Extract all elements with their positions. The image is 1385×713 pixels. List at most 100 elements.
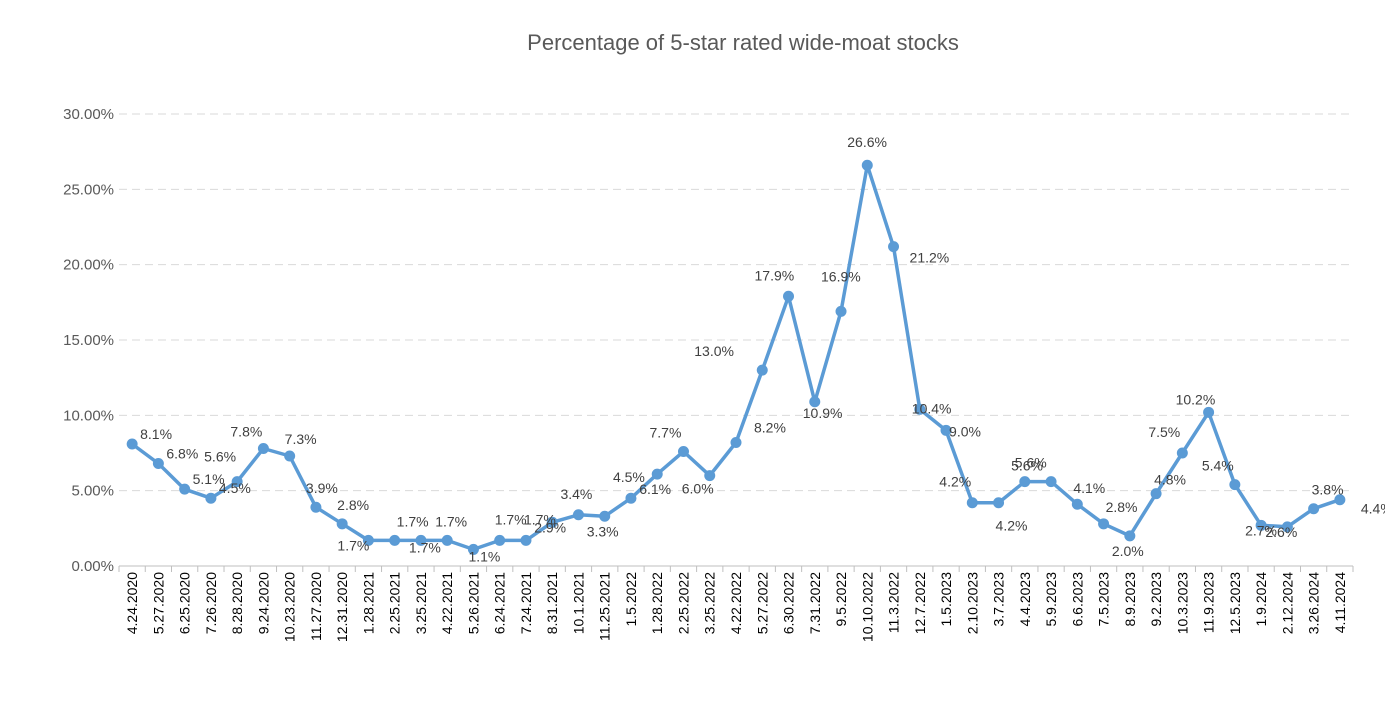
x-tick-label: 6.25.2020 <box>177 572 193 634</box>
data-point <box>783 290 795 302</box>
data-point <box>257 442 269 454</box>
x-tick-label: 5.27.2020 <box>150 572 166 634</box>
data-label: 2.0% <box>1112 543 1144 559</box>
data-label: 4.8% <box>1154 472 1186 488</box>
x-tick-label: 12.7.2022 <box>912 572 928 634</box>
x-tick-label: 6.30.2022 <box>781 572 797 634</box>
data-point <box>284 450 296 462</box>
data-label: 1.7% <box>409 539 441 555</box>
data-point <box>126 438 138 450</box>
data-point <box>152 458 164 470</box>
data-label: 6.8% <box>166 446 198 462</box>
x-tick-label: 2.12.2024 <box>1279 572 1295 634</box>
x-tick-label: 8.31.2021 <box>544 572 560 634</box>
data-label: 2.7% <box>1245 522 1277 538</box>
chart-title: Percentage of 5-star rated wide-moat sto… <box>527 30 959 55</box>
x-tick-label: 9.24.2020 <box>255 572 271 634</box>
x-tick-label: 10.3.2023 <box>1174 572 1190 634</box>
x-tick-label: 1.9.2024 <box>1253 572 1269 627</box>
data-point <box>993 497 1005 509</box>
x-tick-label: 11.3.2022 <box>886 572 902 633</box>
data-label: 7.5% <box>1148 424 1180 440</box>
y-tick-label: 30.00% <box>63 106 114 123</box>
y-tick-label: 0.00% <box>71 558 114 575</box>
data-label: 7.3% <box>285 431 317 447</box>
data-label: 8.1% <box>140 426 172 442</box>
data-label: 21.2% <box>910 250 950 266</box>
data-label: 10.2% <box>1176 391 1216 407</box>
data-point <box>1255 519 1267 531</box>
x-tick-label: 5.26.2021 <box>465 572 481 634</box>
x-tick-label: 3.26.2024 <box>1306 572 1322 634</box>
data-label: 5.1% <box>193 471 225 487</box>
data-point <box>336 518 348 530</box>
data-label: 3.8% <box>1312 482 1344 498</box>
data-point <box>1308 503 1320 515</box>
data-label: 4.2% <box>939 474 971 490</box>
data-label: 4.4% <box>1361 501 1385 517</box>
data-point <box>1045 476 1057 488</box>
data-point <box>651 468 663 480</box>
data-label: 26.6% <box>847 134 887 150</box>
x-tick-label: 10.23.2020 <box>282 572 298 642</box>
data-label: 13.0% <box>694 343 734 359</box>
data-label: 3.3% <box>587 523 619 539</box>
data-point <box>1229 479 1241 491</box>
data-point <box>415 534 427 546</box>
x-tick-label: 10.1.2021 <box>570 572 586 634</box>
data-point <box>809 396 821 408</box>
data-point <box>1150 488 1162 500</box>
data-point <box>310 501 322 513</box>
data-point <box>1019 476 1031 488</box>
x-tick-label: 1.5.2022 <box>623 572 639 627</box>
data-point <box>179 483 191 495</box>
data-label: 1.7% <box>524 511 556 527</box>
y-tick-label: 20.00% <box>63 257 114 274</box>
data-point <box>441 534 453 546</box>
data-labels: 8.1%6.8%5.1%4.5%5.6%7.8% 7.3%3.9%2.8%1.7%… <box>140 134 1385 564</box>
data-point <box>231 476 243 488</box>
data-label: 4.1% <box>1073 480 1105 496</box>
data-point <box>494 534 506 546</box>
data-point <box>730 436 742 448</box>
data-point <box>1124 530 1136 542</box>
x-tick-label: 8.9.2023 <box>1122 572 1138 627</box>
data-point <box>914 403 926 415</box>
x-tick-label: 12.5.2023 <box>1227 572 1243 634</box>
x-tick-label: 1.28.2022 <box>649 572 665 634</box>
x-tick-label: 11.9.2023 <box>1201 572 1217 633</box>
data-point <box>888 241 900 253</box>
data-point <box>1098 518 1110 530</box>
data-label: 1.7% <box>337 537 369 553</box>
x-tick-label: 4.22.2022 <box>728 572 744 634</box>
data-label: 5.6% <box>1011 458 1043 474</box>
x-tick-label: 2.25.2022 <box>675 572 691 634</box>
x-tick-label: 4.24.2020 <box>124 572 140 634</box>
data-label: 16.9% <box>821 268 861 284</box>
y-tick-label: 5.00% <box>71 483 114 500</box>
data-label: 6.0% <box>682 481 714 497</box>
data-label: 2.8% <box>1106 499 1138 515</box>
data-label: 2.6% <box>1265 524 1297 540</box>
x-tick-label: 4.4.2023 <box>1017 572 1033 627</box>
data-point <box>704 470 716 482</box>
data-point <box>940 424 952 436</box>
data-label: 2.9% <box>534 519 566 535</box>
data-label: 17.9% <box>755 267 795 283</box>
data-point <box>1176 447 1188 459</box>
data-point <box>362 534 374 546</box>
data-point <box>546 516 558 528</box>
data-label: 4.5% <box>613 469 645 485</box>
x-tick-label: 1.28.2021 <box>360 572 376 634</box>
data-label: 5.4% <box>1202 458 1234 474</box>
data-label: 10.4% <box>912 400 952 416</box>
x-tick-label: 6.6.2023 <box>1069 572 1085 627</box>
data-label: 5.6% <box>204 449 236 465</box>
x-tick-label: 11.25.2021 <box>597 572 613 641</box>
data-point <box>1334 494 1346 506</box>
data-label: 1.1% <box>468 548 500 564</box>
data-point <box>625 492 637 504</box>
x-tick-label: 1.5.2023 <box>938 572 954 627</box>
x-tick-label: 6.24.2021 <box>492 572 508 634</box>
